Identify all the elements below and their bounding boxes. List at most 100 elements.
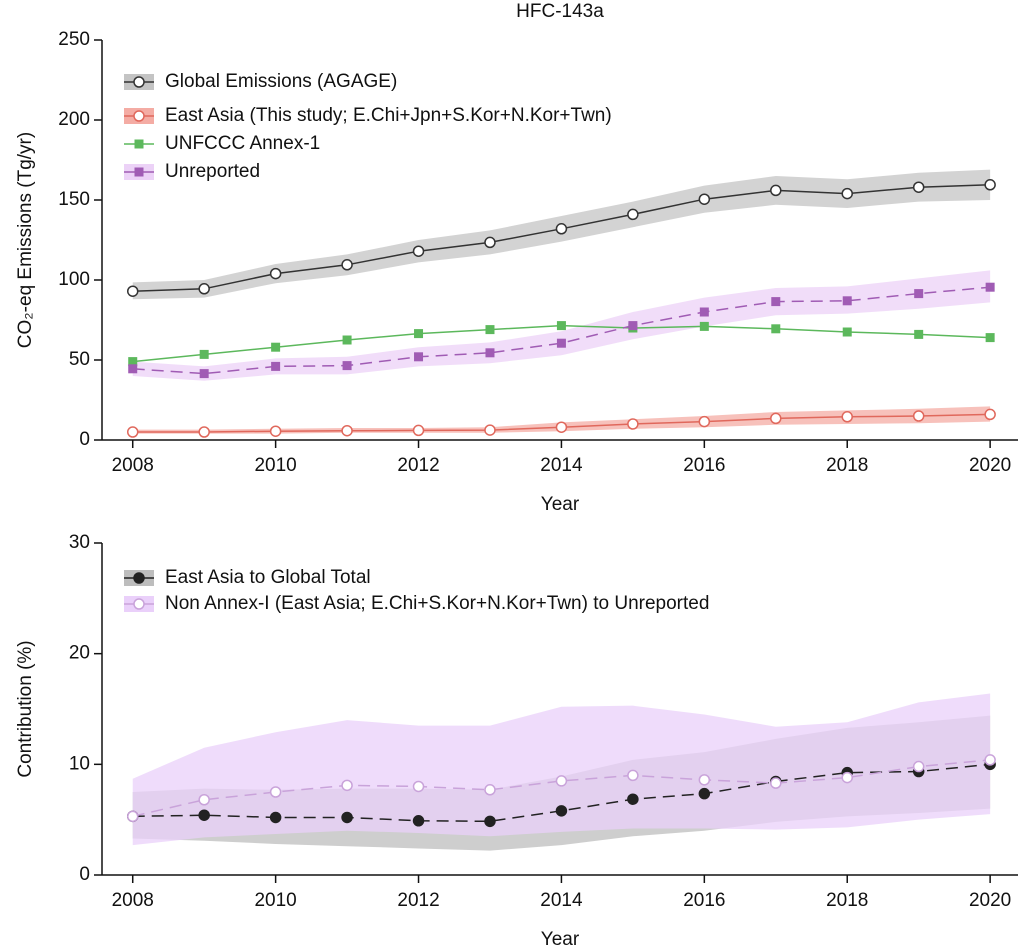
marker <box>126 285 139 297</box>
marker <box>912 181 925 193</box>
marker <box>912 760 925 773</box>
marker <box>269 786 282 798</box>
y-tick-label: 0 <box>79 864 90 885</box>
marker <box>341 424 353 437</box>
marker <box>842 327 852 337</box>
x-tick-label: 2014 <box>540 455 583 476</box>
marker <box>198 793 210 806</box>
marker <box>842 296 852 306</box>
marker <box>271 342 281 352</box>
x-tick-label: 2020 <box>969 455 1011 476</box>
marker <box>841 771 853 784</box>
x-tick-label: 2018 <box>826 890 868 911</box>
marker <box>984 754 996 766</box>
legend-label: Global Emissions (AGAGE) <box>165 71 397 92</box>
marker <box>412 245 425 257</box>
marker <box>341 259 353 271</box>
marker <box>199 369 209 379</box>
y-tick-label: 10 <box>69 753 90 774</box>
marker <box>698 787 711 800</box>
legend-label: East Asia to Global Total <box>165 567 371 588</box>
y-tick-label: 20 <box>69 643 90 664</box>
legend-label: Unreported <box>165 161 260 182</box>
marker <box>555 805 568 817</box>
marker <box>555 421 568 433</box>
marker <box>985 333 995 343</box>
legend-marker <box>133 572 145 584</box>
marker <box>771 297 781 307</box>
marker <box>414 329 424 339</box>
marker <box>198 283 210 295</box>
marker <box>627 793 639 805</box>
marker <box>342 335 352 345</box>
x-axis-label: Year <box>541 929 580 950</box>
y-tick-label: 30 <box>69 532 90 553</box>
y-tick-label: 0 <box>79 429 90 450</box>
uncertainty-band <box>132 693 991 846</box>
marker <box>128 364 138 374</box>
marker <box>556 321 566 331</box>
marker <box>341 811 353 824</box>
marker <box>914 289 924 299</box>
marker <box>627 418 639 430</box>
marker <box>771 324 781 334</box>
legend-label: East Asia (This study; E.Chi+Jpn+S.Kor+N… <box>165 105 612 126</box>
x-tick-label: 2014 <box>540 890 583 911</box>
marker <box>555 223 568 235</box>
legend-marker <box>133 598 145 610</box>
y-axis-label: Contribution (%) <box>15 640 36 777</box>
x-tick-label: 2012 <box>397 455 439 476</box>
marker <box>199 349 209 359</box>
y-tick-label: 50 <box>69 349 90 370</box>
marker <box>269 425 282 437</box>
marker <box>412 424 425 437</box>
marker <box>914 329 924 339</box>
marker <box>128 357 138 367</box>
y-tick-label: 100 <box>58 269 90 290</box>
legend-marker <box>133 76 145 88</box>
marker <box>198 426 210 438</box>
marker <box>841 187 853 200</box>
x-tick-label: 2008 <box>112 455 154 476</box>
marker <box>627 769 639 782</box>
marker <box>412 780 425 793</box>
marker <box>342 361 352 371</box>
marker <box>698 774 711 786</box>
x-tick-label: 2010 <box>254 455 296 476</box>
legend-label: Non Annex-I (East Asia; E.Chi+S.Kor+N.Ko… <box>165 593 709 614</box>
marker <box>984 179 996 191</box>
marker <box>484 784 496 796</box>
legend-label: UNFCCC Annex-1 <box>165 133 320 154</box>
marker <box>770 412 782 425</box>
marker <box>412 815 425 827</box>
legend-marker <box>134 167 144 177</box>
x-tick-label: 2008 <box>112 890 154 911</box>
chart-title: HFC-143a <box>516 1 604 22</box>
x-tick-label: 2016 <box>683 890 725 911</box>
marker <box>555 775 568 787</box>
marker <box>984 408 996 421</box>
marker <box>912 410 925 422</box>
x-tick-label: 2010 <box>254 890 296 911</box>
marker <box>627 208 639 221</box>
marker <box>628 321 638 331</box>
marker <box>841 411 853 423</box>
legend-marker <box>134 139 144 149</box>
marker <box>770 184 782 197</box>
marker <box>484 424 496 436</box>
x-tick-label: 2012 <box>397 890 439 911</box>
marker <box>484 236 496 249</box>
marker <box>126 810 139 823</box>
marker <box>485 325 495 335</box>
x-tick-label: 2020 <box>969 890 1011 911</box>
x-tick-label: 2016 <box>683 455 725 476</box>
marker <box>341 779 353 792</box>
marker <box>485 348 495 358</box>
x-tick-label: 2018 <box>826 455 868 476</box>
marker <box>556 338 566 348</box>
y-tick-label: 200 <box>58 109 90 130</box>
legend-marker <box>133 110 145 122</box>
y-axis-label: CO₂-eq Emissions (Tg/yr) <box>15 132 36 348</box>
marker <box>198 809 210 821</box>
